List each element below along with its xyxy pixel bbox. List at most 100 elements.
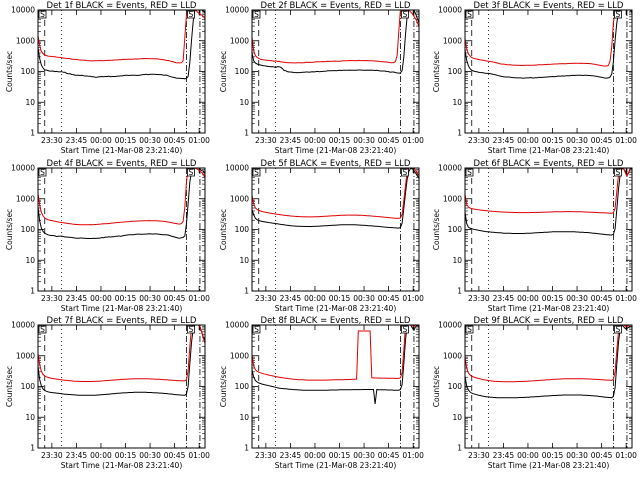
- y-tick-label: 100: [448, 67, 463, 76]
- x-tick-label: 23:30: [41, 451, 63, 460]
- panel-8: Det 8f BLACK = Events, RED = LLD Counts/s…: [219, 316, 424, 470]
- series-lld: [464, 324, 632, 383]
- plot-frame: [37, 167, 206, 292]
- x-tick-label: 00:00: [517, 451, 539, 460]
- x-tick-label: 01:00: [402, 451, 424, 460]
- s-box-label: S: [467, 325, 472, 334]
- x-tick-label: 00:45: [164, 451, 186, 460]
- panel-title: Det 9f BLACK = Events, RED = LLD: [474, 316, 624, 326]
- y-tick-label: 10: [239, 98, 249, 107]
- y-tick-label: 1000: [230, 194, 249, 203]
- y-tick-label: 10000: [438, 6, 462, 15]
- x-tick-label: 00:45: [164, 136, 186, 145]
- y-axis-label: Counts/sec: [219, 209, 228, 250]
- s-box: [38, 325, 47, 334]
- s-box-label: S: [189, 10, 194, 19]
- x-axis-label: Start Time (21-Mar-08 23:21:40): [488, 146, 610, 155]
- x-tick-label: 23:30: [41, 294, 63, 303]
- panel-6: Det 6f BLACK = Events, RED = LLD Counts/s…: [432, 159, 637, 313]
- x-tick-label: 23:45: [66, 136, 88, 145]
- x-axis-label: Start Time (21-Mar-08 23:21:40): [275, 304, 397, 313]
- y-axis-label: Counts/sec: [432, 51, 441, 92]
- series-events: [251, 324, 420, 405]
- y-tick-label: 1: [30, 444, 35, 453]
- x-tick-label: 00:30: [566, 451, 588, 460]
- x-tick-label: 23:30: [255, 451, 277, 460]
- x-tick-label: 00:00: [517, 294, 539, 303]
- x-tick-label: 23:30: [41, 136, 63, 145]
- x-tick-label: 00:15: [329, 451, 351, 460]
- x-tick-label: 00:15: [329, 136, 351, 145]
- x-tick-label: 01:00: [402, 294, 424, 303]
- s-box: [465, 325, 474, 334]
- s-box-label: S: [254, 325, 259, 334]
- y-tick-label: 10: [452, 413, 462, 422]
- plot-frame: [464, 324, 633, 449]
- x-axis-label: Start Time (21-Mar-08 23:21:40): [61, 146, 183, 155]
- y-tick-label: 1000: [443, 194, 462, 203]
- x-tick-label: 00:45: [378, 136, 400, 145]
- x-tick-label: 01:00: [188, 136, 210, 145]
- panel-title: Det 7f BLACK = Events, RED = LLD: [47, 316, 197, 326]
- series-lld: [37, 167, 206, 226]
- y-axis-label: Counts/sec: [432, 209, 441, 250]
- s-box-label: S: [403, 325, 408, 334]
- x-tick-label: 00:30: [139, 294, 161, 303]
- series-lld: [37, 324, 206, 382]
- panel-title: Det 6f BLACK = Events, RED = LLD: [474, 159, 624, 169]
- panel-7: Det 7f BLACK = Events, RED = LLD Counts/s…: [5, 316, 210, 470]
- s-box-label: S: [40, 168, 45, 177]
- y-tick-label: 10: [25, 413, 35, 422]
- x-tick-label: 23:45: [66, 294, 88, 303]
- series-lld: [37, 9, 206, 64]
- y-tick-label: 10: [25, 98, 35, 107]
- x-tick-label: 00:45: [591, 451, 613, 460]
- y-tick-label: 10000: [11, 164, 35, 173]
- y-tick-label: 100: [235, 225, 250, 234]
- y-tick-label: 100: [235, 67, 250, 76]
- y-tick-label: 1: [457, 287, 462, 296]
- x-tick-label: 23:30: [255, 136, 277, 145]
- series-events: [251, 9, 420, 74]
- y-tick-label: 10: [239, 256, 249, 265]
- s-box: [252, 325, 261, 334]
- series-events: [37, 167, 206, 240]
- panel-title: Det 2f BLACK = Events, RED = LLD: [261, 1, 411, 11]
- y-tick-label: 10000: [225, 321, 249, 330]
- x-tick-label: 23:45: [280, 294, 302, 303]
- s-box: [187, 10, 195, 19]
- s-box-label: S: [40, 10, 45, 19]
- x-tick-label: 00:45: [591, 294, 613, 303]
- x-tick-label: 00:15: [542, 136, 564, 145]
- series-events: [464, 9, 633, 79]
- s-box: [38, 168, 47, 177]
- y-axis-label: Counts/sec: [5, 366, 14, 407]
- x-tick-label: 01:00: [615, 136, 637, 145]
- x-tick-label: 00:30: [353, 136, 375, 145]
- x-tick-label: 00:00: [517, 136, 539, 145]
- x-tick-label: 00:30: [353, 451, 375, 460]
- y-tick-label: 100: [21, 67, 36, 76]
- x-tick-label: 00:30: [566, 294, 588, 303]
- y-tick-label: 10000: [11, 321, 35, 330]
- x-axis-label: Start Time (21-Mar-08 23:21:40): [275, 146, 397, 155]
- y-tick-label: 1: [457, 444, 462, 453]
- s-box: [614, 10, 622, 19]
- y-tick-label: 100: [448, 382, 463, 391]
- panel-title: Det 5f BLACK = Events, RED = LLD: [261, 159, 411, 169]
- series-lld: [251, 9, 420, 64]
- x-tick-label: 00:15: [542, 451, 564, 460]
- y-tick-label: 1: [457, 129, 462, 138]
- s-box: [252, 168, 261, 177]
- y-tick-label: 10: [452, 98, 462, 107]
- x-tick-label: 00:00: [304, 451, 326, 460]
- s-box: [187, 325, 195, 334]
- x-tick-label: 01:00: [615, 294, 637, 303]
- x-tick-label: 23:45: [66, 451, 88, 460]
- s-box-label: S: [254, 10, 259, 19]
- y-tick-label: 1: [30, 129, 35, 138]
- x-tick-label: 00:00: [304, 136, 326, 145]
- x-tick-label: 00:45: [591, 136, 613, 145]
- x-axis-label: Start Time (21-Mar-08 23:21:40): [61, 461, 183, 470]
